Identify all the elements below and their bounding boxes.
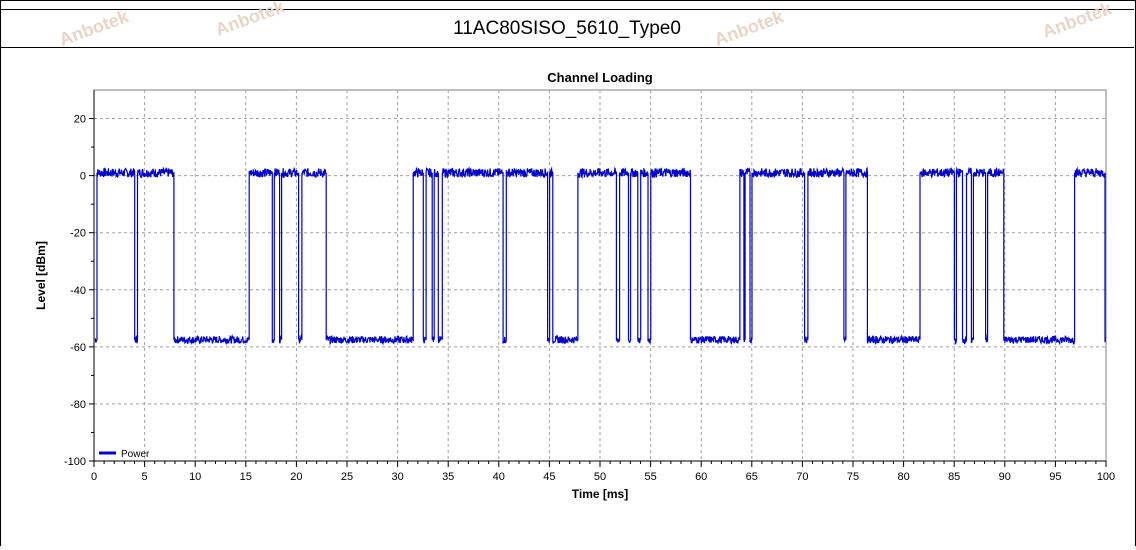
x-axis-label: Time [ms] <box>572 487 628 501</box>
y-axis-label: Level [dBm] <box>34 241 48 310</box>
x-tick-label: 0 <box>91 471 97 483</box>
x-tick-label: 25 <box>341 471 353 483</box>
x-tick-label: 20 <box>290 471 302 483</box>
chart-area: 0 5 10 15 20 25 30 35 40 45 50 55 60 65 70 75 80 85 90 95 10… <box>0 48 1134 545</box>
y-tick-label: -60 <box>70 342 86 354</box>
x-tick-label: 80 <box>897 471 909 483</box>
chart-title: Channel Loading <box>547 70 653 85</box>
x-tick-label: 10 <box>189 471 201 483</box>
y-tick-label: -100 <box>64 456 86 468</box>
x-tick-label: 50 <box>594 471 606 483</box>
x-tick-label: 70 <box>796 471 808 483</box>
y-tick-label: 0 <box>80 171 86 183</box>
series-line-power <box>94 166 1106 346</box>
x-tick-label: 5 <box>142 471 148 483</box>
x-tick-label: 15 <box>240 471 252 483</box>
x-tick-label: 90 <box>999 471 1011 483</box>
x-tick-label: 75 <box>847 471 859 483</box>
x-tick-label: 45 <box>543 471 555 483</box>
channel-loading-chart: 0 5 10 15 20 25 30 35 40 45 50 55 60 65 70 75 80 85 90 95 10… <box>34 70 1115 501</box>
x-tick-label: 65 <box>746 471 758 483</box>
x-tick-label: 85 <box>948 471 960 483</box>
y-tick-label: 20 <box>74 114 86 126</box>
x-tick-label: 30 <box>391 471 403 483</box>
page-title: 11AC80SISO_5610_Type0 <box>0 9 1134 48</box>
y-tick-label: -20 <box>70 228 86 240</box>
x-tick-label: 55 <box>644 471 656 483</box>
y-tick-label: -80 <box>70 399 86 411</box>
x-tick-label: 40 <box>493 471 505 483</box>
legend-label-power: Power <box>121 449 150 460</box>
y-tick-label: -40 <box>70 285 86 297</box>
x-tick-label: 60 <box>695 471 707 483</box>
x-tick-label: 100 <box>1097 471 1115 483</box>
x-tick-label: 95 <box>1049 471 1061 483</box>
x-tick-label: 35 <box>442 471 454 483</box>
